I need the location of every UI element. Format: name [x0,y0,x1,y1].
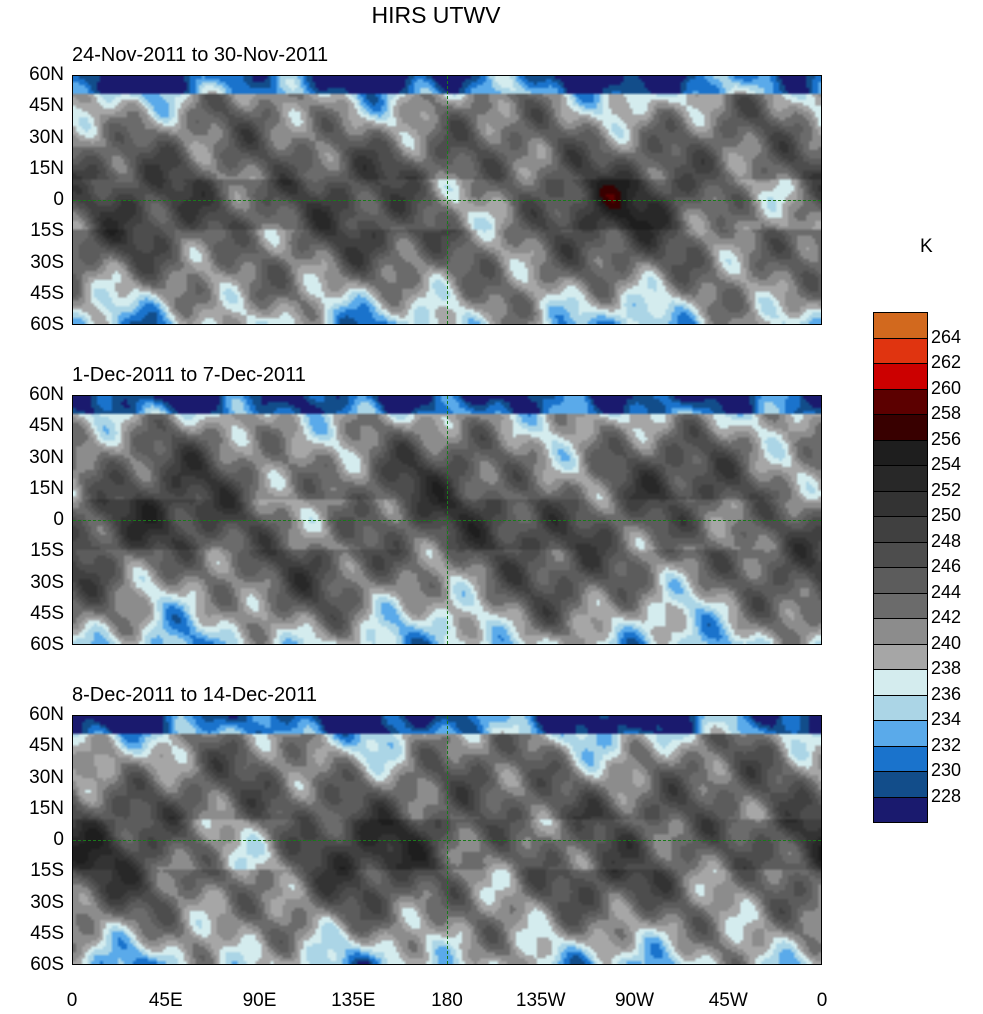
colorbar-swatch [873,541,928,568]
colorbar-label: 264 [931,326,962,347]
lat-tick-label: 0 [53,189,64,210]
panel-title: 8-Dec-2011 to 14-Dec-2011 [72,684,317,706]
colorbar-label: 228 [931,785,962,806]
lat-tick-label: 45S [30,602,64,624]
lat-tick-label: 45S [30,282,64,304]
lat-tick-label: 15S [30,540,64,562]
colorbar-swatch [873,388,928,415]
colorbar-swatch [873,592,928,619]
lon-tick-label: 45W [708,990,748,1011]
colorbar-swatch [873,618,928,645]
colorbar-label: 244 [931,581,962,602]
colorbar-swatch [873,745,928,772]
panel-title: 1-Dec-2011 to 7-Dec-2011 [72,364,306,386]
colorbar-swatch [873,720,928,747]
colorbar-swatch [873,312,928,339]
colorbar-swatch [873,363,928,390]
lon-tick-label: 90E [242,990,277,1011]
lon-tick-label: 45E [148,990,183,1011]
colorbar-label: 236 [931,683,962,704]
colorbar-swatch [873,771,928,798]
lat-tick-label: 15N [29,477,64,499]
lat-tick-label: 60S [30,954,64,975]
lon-tick-label: 135E [331,990,376,1011]
colorbar-label: 252 [931,479,962,500]
lat-tick-label: 30S [30,891,64,913]
panel-title: 24-Nov-2011 to 30-Nov-2011 [72,44,329,66]
lat-tick-label: 30S [30,571,64,593]
colorbar-swatch [873,516,928,543]
colorbar-label: 230 [931,760,962,780]
colorbar-swatch [873,694,928,721]
colorbar-label: 248 [931,530,962,551]
colorbar-label: 262 [931,352,962,372]
lat-tick-label: 60N [29,384,64,405]
colorbar-label: 256 [931,428,962,449]
colorbar-label: 240 [931,632,962,653]
lat-tick-label: 60S [30,634,64,655]
map-panel [72,715,822,965]
colorbar-label: 234 [931,709,962,729]
lat-tick-label: 60N [29,64,64,85]
lat-tick-label: 45N [29,95,64,117]
dateline [447,716,448,964]
lat-tick-label: 30N [29,126,64,148]
lat-tick-label: 60N [29,704,64,725]
lat-tick-label: 45N [29,415,64,437]
lat-tick-label: 0 [53,509,64,530]
map-panel [72,395,822,645]
lat-tick-label: 30N [29,446,64,468]
colorbar-label: 238 [931,658,962,678]
lat-tick-label: 15S [30,220,64,242]
dateline [447,76,448,324]
lat-tick-label: 15N [29,797,64,819]
lat-tick-label: 60S [30,314,64,335]
lon-tick-label: 0 [816,990,828,1011]
colorbar-label: 242 [931,607,962,627]
lat-tick-label: 0 [53,829,64,850]
colorbar-label: 246 [931,556,962,576]
colorbar-label: 254 [931,454,962,474]
lat-tick-label: 45N [29,735,64,757]
colorbar-label: 258 [931,403,962,423]
lon-tick-label: 0 [66,990,78,1011]
colorbar-swatch [873,465,928,492]
map-panel [72,75,822,325]
lon-tick-label: 90W [614,990,655,1011]
lat-tick-label: 30S [30,251,64,273]
lon-tick-label: 180 [431,990,463,1011]
colorbar-swatch [873,337,928,364]
lat-tick-label: 30N [29,766,64,788]
colorbar-swatch [873,567,928,594]
lat-tick-label: 15N [29,157,64,179]
dateline [447,396,448,644]
lat-tick-label: 15S [30,860,64,882]
colorbar-label: 232 [931,734,962,755]
colorbar-swatch [873,643,928,670]
colorbar-swatch [873,490,928,517]
lat-tick-label: 45S [30,922,64,944]
chart-title: HIRS UTWV [371,2,501,28]
colorbar-label: 260 [931,377,962,398]
lon-tick-label: 135W [515,990,566,1011]
colorbar-swatch [873,439,928,466]
colorbar-swatch [873,414,928,441]
colorbar-unit: K [920,236,933,257]
colorbar-swatch [873,796,928,823]
colorbar-swatch [873,669,928,696]
colorbar-label: 250 [931,505,962,525]
